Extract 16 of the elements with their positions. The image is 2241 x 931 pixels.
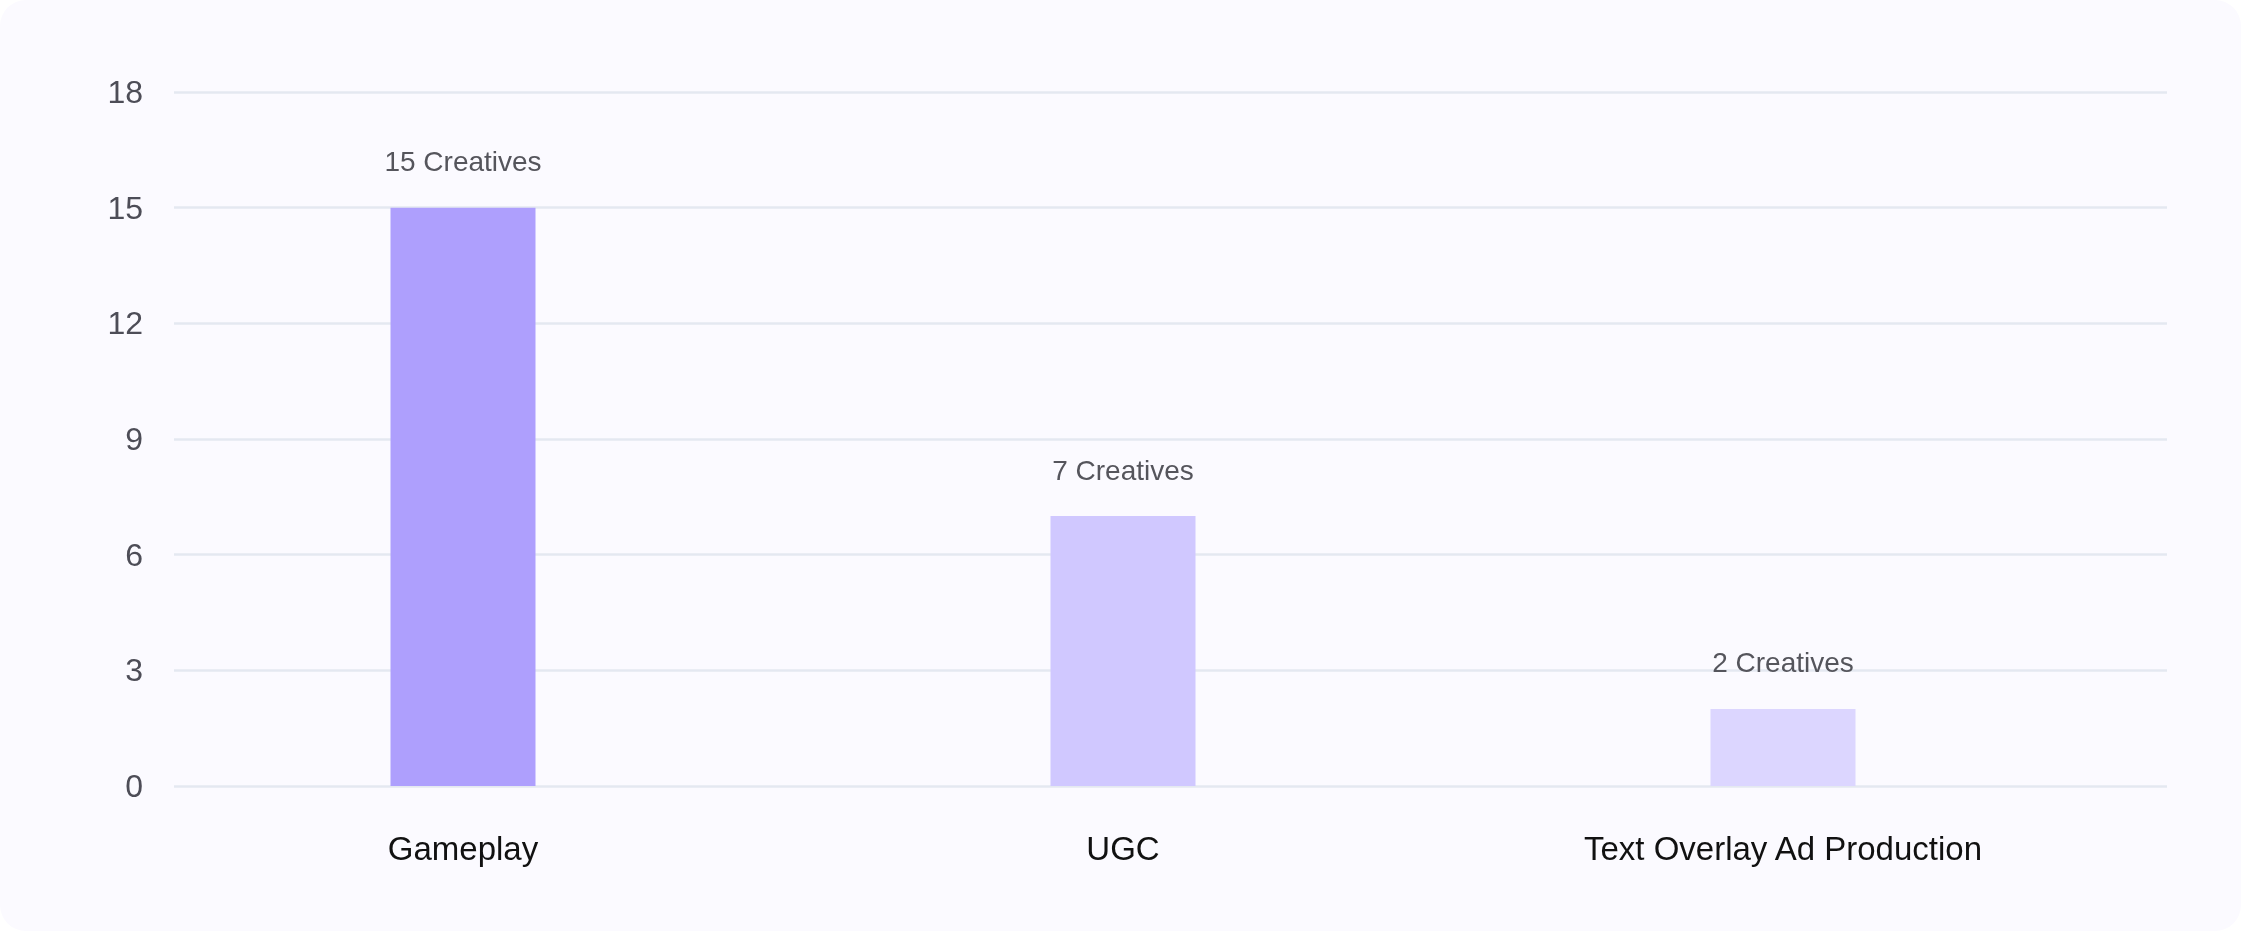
x-tick-label: UGC — [1086, 830, 1160, 867]
y-tick-label: 0 — [125, 768, 143, 804]
bar — [1710, 708, 1856, 786]
bar — [390, 207, 536, 786]
bar — [1050, 516, 1196, 786]
y-tick-label: 18 — [107, 74, 143, 110]
y-tick-label: 9 — [125, 421, 143, 457]
y-tick-label: 15 — [107, 189, 143, 226]
y-tick-label: 6 — [125, 536, 143, 573]
data-label: 15 Creatives — [384, 146, 542, 178]
y-tick-label: 3 — [125, 652, 143, 689]
data-label: 2 Creatives — [1712, 647, 1854, 679]
x-tick-label: Text Overlay Ad Production — [1583, 830, 1983, 867]
y-tick-label: 12 — [107, 305, 143, 342]
x-tick-label: Gameplay — [387, 830, 539, 867]
data-label: 7 Creatives — [1052, 454, 1194, 486]
